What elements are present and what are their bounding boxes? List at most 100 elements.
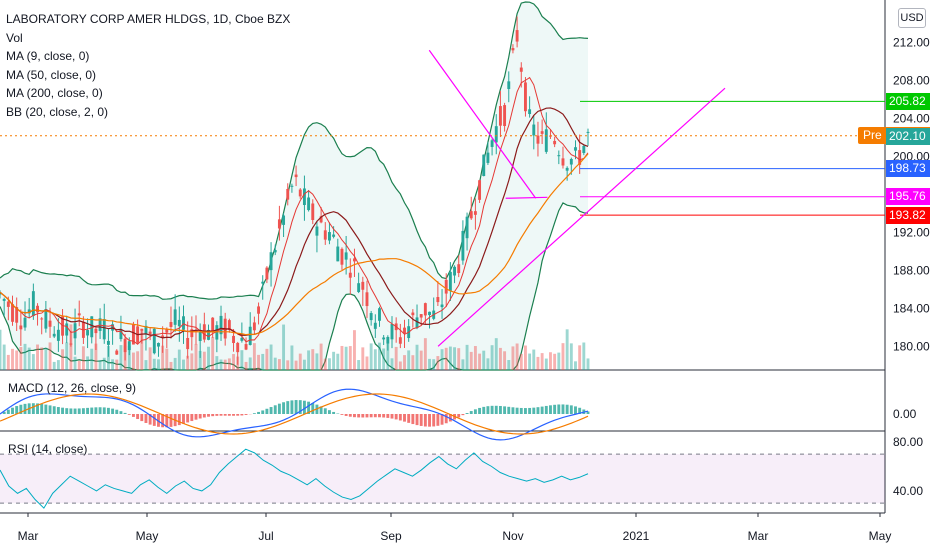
volume-bar [19,346,23,370]
macd-histogram-bar [569,405,573,414]
candle [236,341,240,365]
macd-histogram-bar [411,414,415,425]
candle-body [365,292,369,307]
ma-200-line [0,153,589,336]
candle-body [532,124,536,136]
volume-bar [486,358,490,370]
volume-bar [240,350,244,370]
candle-body [378,308,381,321]
candle [357,272,361,294]
candle-body [398,337,402,344]
macd-histogram-bar [407,414,411,423]
volume-bar [436,356,440,370]
volume-bar [544,358,548,370]
candle-body [52,333,56,337]
price-tick-label: 188.00 [893,263,930,277]
volume-bar [227,358,231,370]
candle [544,112,548,154]
macd-histogram-bar [73,408,77,414]
candle-body [586,131,590,133]
candle [240,322,244,343]
volume-bar [440,349,444,370]
candle-body [519,67,523,72]
candle [557,150,561,165]
candle [486,142,490,165]
macd-histogram-bar [448,414,452,422]
candle [453,265,457,284]
candle-body [490,140,494,147]
macd-histogram-bar [353,414,356,418]
candle-body [569,158,573,165]
candle-body [36,305,39,313]
price-tick-label: 180.00 [893,339,930,353]
candle-body [403,327,406,334]
ma-9-line [0,76,589,345]
macd-histogram-bar [536,407,540,414]
candle [319,207,323,224]
candle-body [373,322,377,329]
candle-body [198,331,202,342]
macd-histogram-bar [515,407,519,414]
candle [182,305,185,344]
macd-histogram-bar [523,408,527,414]
candle-body [265,267,269,280]
volume-bar [90,348,94,370]
volume-bar [519,353,523,370]
macd-histogram-bar [432,414,436,427]
candle-body [302,188,306,205]
candle-body [544,129,548,152]
candle-body [6,301,10,307]
rsi-line [0,448,589,509]
candle-body [336,246,340,262]
volume-bar [111,359,115,370]
currency-button[interactable]: USD [898,8,926,28]
candle [161,326,165,353]
candle [140,328,144,344]
macd-histogram-bar [465,413,469,414]
candle-body [327,232,331,241]
volume-bar [215,356,219,370]
volume-bar [61,349,65,370]
rsi-tick-label: 80.00 [893,435,923,449]
candle [40,317,44,335]
candle-body [348,272,352,278]
candle [478,179,482,203]
candle [578,134,582,174]
volume-bar [290,345,294,370]
candle-body [557,155,561,157]
candle [503,102,507,132]
candle-body [486,152,490,163]
macd-histogram-bar [378,414,381,418]
macd-histogram-bar [223,414,227,416]
candle [440,289,444,319]
premarket-badge: Pre [858,127,887,145]
candle [465,212,469,251]
time-tick-label: May [869,529,892,543]
macd-histogram-bar [211,414,215,417]
candle-body [453,266,457,276]
candle [244,337,248,351]
macd-histogram-bar [182,414,185,424]
candle [269,242,273,287]
candle-body [261,281,265,284]
candle-body [507,81,511,90]
volume-bar [223,359,227,370]
candle-body [344,252,348,260]
volume-bar [69,324,73,370]
candle [173,294,177,332]
volume-bar [0,329,2,370]
macd-histogram-bar [152,414,156,426]
volume-bar [182,359,185,370]
volume-bar [457,348,461,370]
candle [444,273,448,308]
macd-histogram-bar [115,409,119,414]
volume-bar [127,345,131,370]
volume-bar [219,359,223,370]
macd-histogram-bar [98,407,102,414]
volume-bar [248,357,252,370]
rsi-band [0,454,885,504]
volume-bar [157,359,160,370]
candle [119,315,123,342]
macd-histogram-bar [136,414,140,420]
